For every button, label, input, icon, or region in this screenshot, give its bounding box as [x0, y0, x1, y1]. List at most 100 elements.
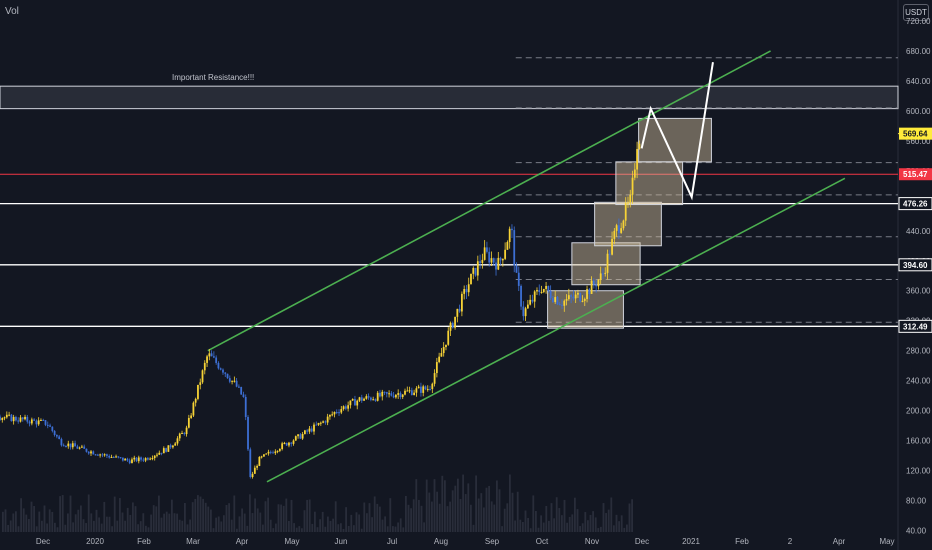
volume-bar [160, 517, 163, 532]
candle-body [190, 415, 193, 418]
candle [513, 226, 516, 273]
volume-bar [77, 509, 80, 532]
candle [283, 441, 286, 445]
candle [176, 436, 179, 446]
candle [415, 386, 418, 397]
time-tick-label: May [284, 537, 299, 546]
candle-body [183, 432, 186, 435]
candle-body [290, 442, 293, 444]
volume-bar [319, 519, 321, 532]
volume-bar [46, 523, 48, 532]
volume-bar [509, 474, 511, 532]
volume-bar [267, 497, 269, 532]
volume-bar [332, 518, 334, 532]
candle-body [142, 459, 145, 461]
candle [10, 413, 13, 422]
candle-body [456, 308, 459, 317]
time-tick-label: 2 [788, 537, 793, 546]
candle [94, 454, 97, 456]
volume-bar [288, 520, 290, 532]
candle-body [376, 392, 379, 401]
candle-body [60, 439, 63, 446]
candle-body [224, 372, 227, 374]
candle-body [338, 412, 340, 414]
candle [456, 308, 459, 323]
candle-body [374, 399, 377, 401]
volume-bar [618, 521, 620, 532]
candle-body [540, 291, 543, 293]
volume-bar [17, 526, 20, 532]
candle-body [158, 452, 161, 455]
candle-body [508, 228, 511, 243]
candle [390, 391, 393, 397]
candle [267, 449, 270, 456]
volume-bar [233, 495, 236, 532]
candle [490, 251, 493, 267]
candle [483, 240, 486, 261]
price-tick-label: 280.00 [906, 347, 931, 356]
candle-body [497, 257, 500, 270]
candle-body [342, 406, 345, 410]
candle [413, 389, 416, 396]
volume-bar [33, 505, 35, 532]
volume-bar [493, 504, 496, 532]
candle [629, 189, 632, 208]
volume-bar [397, 522, 399, 532]
candle [363, 397, 365, 401]
volume-bar [613, 525, 615, 532]
candle-body [283, 442, 286, 444]
candle [435, 357, 438, 378]
candle [454, 316, 456, 330]
currency-button[interactable]: USDT [903, 4, 929, 21]
candle [322, 420, 324, 424]
volume-bar [381, 519, 384, 532]
volume-bar [295, 527, 298, 532]
candle-body [146, 458, 149, 460]
volume-bar [298, 526, 301, 532]
candle-body [545, 286, 547, 289]
candle [206, 354, 208, 368]
candle [479, 254, 481, 269]
candle-body [69, 443, 72, 448]
volume-indicator-label[interactable]: Vol [5, 6, 19, 17]
candle [185, 425, 188, 437]
price-box [547, 290, 624, 329]
candle [226, 373, 229, 379]
volume-bar [74, 514, 77, 532]
candle [360, 394, 363, 403]
candle [449, 321, 452, 337]
candle [506, 240, 509, 250]
candle-body [240, 386, 243, 395]
candle-body [517, 272, 520, 286]
volume-bar [498, 489, 501, 532]
volume-bar [225, 504, 228, 532]
candle-body [169, 445, 172, 448]
candle [146, 456, 149, 461]
volume-bar [264, 501, 267, 532]
volume-bar [95, 509, 98, 532]
candle [74, 440, 76, 447]
volume-bar [511, 492, 514, 532]
candle [167, 445, 170, 452]
candle-body [101, 454, 104, 456]
candle-body [522, 306, 525, 317]
volume-bar [223, 515, 225, 532]
volume-bar [181, 520, 184, 532]
candle-body [495, 262, 497, 270]
candle [253, 465, 256, 474]
candle [222, 368, 224, 375]
volume-bar [163, 513, 165, 532]
candle [269, 450, 272, 455]
candle-body [201, 370, 204, 383]
time-tick-label: Jul [387, 537, 397, 546]
candle-body [235, 380, 238, 387]
candle [577, 289, 579, 298]
volume-bar [628, 503, 631, 532]
candle [313, 422, 315, 435]
candle [115, 454, 117, 458]
volume-bar [615, 514, 618, 532]
candle-body [226, 373, 229, 379]
volume-bar [93, 520, 95, 532]
candle [308, 425, 311, 434]
